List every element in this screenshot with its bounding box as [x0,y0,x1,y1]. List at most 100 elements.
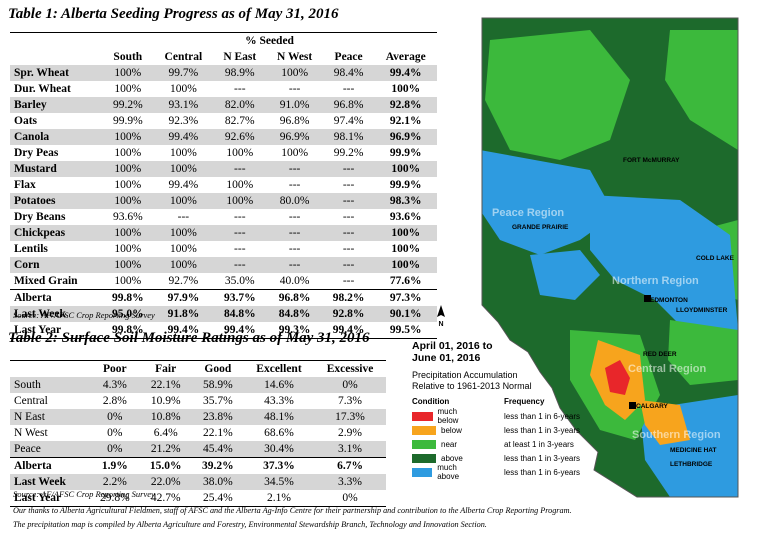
row-label: Chickpeas [10,225,102,241]
table-cell: 92.3% [168,114,199,127]
table-cell: --- [342,274,355,287]
table-row: Alberta 99.8% 97.9% 93.7% 96.8% 98.2% 97.3% [10,289,437,306]
city-grande-prairie: GRANDE PRAIRIE [512,224,569,231]
row-label: Dur. Wheat [14,82,71,95]
table-cell: --- [266,161,323,177]
table-cell: 100% [391,242,421,255]
table-cell: 100% [114,242,142,255]
table-cell: 99.3% [278,323,311,336]
legend-swatch [412,425,436,435]
table-cell: 6.7% [314,457,386,474]
column-header: South [113,50,143,63]
table-cell: 98.1% [322,129,375,145]
table-cell: 99.4% [168,178,199,191]
seeded-group-header: % Seeded [245,34,294,47]
city-calgary: CALGARY [636,403,669,410]
legend-header: Condition Frequency [412,397,617,406]
table-cell: 25.4% [202,491,233,504]
row-label: Last Week [10,474,90,490]
table-cell: 100% [114,274,142,287]
legend-condition: above [441,453,463,463]
row-label: Potatoes [10,193,102,209]
table-cell: 2.8% [102,394,127,407]
legend-subtitle-line2: Relative to 1961-2013 Normal [412,381,532,391]
table-cell: 6.4% [153,426,178,439]
table-cell: --- [288,178,301,191]
table-cell: 100% [226,178,254,191]
table-cell: 37.3% [243,457,315,474]
row-label: Mustard [10,161,102,177]
table-cell: 10.8% [139,409,192,425]
table-row: N East 0% 10.8% 23.8% 48.1% 17.3% [10,409,386,425]
table-cell: 7.3% [338,394,363,407]
table-cell: 99.9% [112,114,143,127]
table-cell: 99.5% [389,323,422,336]
legend-condition: much below [437,407,459,425]
table-cell: 95.0% [102,306,154,322]
table-cell: 100% [102,257,154,273]
table-cell: 15.0% [139,457,192,474]
table-cell: 99.2% [102,97,154,113]
table-cell: 2.9% [338,426,363,439]
table-row: Oats 99.9% 92.3% 82.7% 96.8% 97.4% 92.1% [10,113,437,129]
map-zone-much-above-northern [590,195,738,340]
table1-group-header-row: % Seeded [10,33,437,50]
column-header: Good [204,362,232,375]
table-cell: 98.3% [374,193,437,209]
seeding-progress-table: % Seeded South Central N East N West Peace Ave… [10,32,437,339]
row-label: N East [10,409,90,425]
legend-swatch [412,411,433,421]
map-zone-near-northeast [665,30,738,150]
table1-title: Table 1: Alberta Seeding Progress as of … [8,6,339,22]
legend-row: much above less than 1 in 6-years [412,463,617,481]
table-row: Canola 100% 99.4% 92.6% 96.9% 98.1% 96.9% [10,129,437,145]
table-cell: 77.6% [389,274,422,287]
table-cell: 0% [107,426,123,439]
table-cell: 100% [169,146,197,159]
table-cell: 92.7% [168,274,199,287]
map-legend: April 01, 2016 to June 01, 2016 Precipit… [412,340,617,481]
table-row: Spr. Wheat 100% 99.7% 98.9% 100% 98.4% 99.4% [10,65,437,81]
table-cell: 100% [374,225,437,241]
table-cell: 0% [90,441,140,458]
table-cell: 10.9% [150,394,181,407]
legend-condition: near [441,439,458,449]
table-cell: --- [342,210,355,223]
table-cell: 100% [102,65,154,81]
legend-row: below less than 1 in 3-years [412,423,617,437]
column-header: Average [385,50,426,63]
footnote-map-credit: The precipitation map is compiled by Alb… [13,520,487,529]
row-label: Last Week [10,306,102,322]
table-cell: 91.8% [153,306,214,322]
table-cell: 1.9% [90,457,140,474]
table-cell: 3.1% [314,441,386,458]
table-cell: 100% [213,193,267,209]
table-row: Dry Beans 93.6% --- --- --- --- 93.6% [10,209,437,225]
city-medicine-hat: MEDICINE HAT [670,447,716,454]
table-cell: 30.4% [243,441,315,458]
row-label: Lentils [14,242,48,255]
table2-title: Table 2: Surface Soil Moisture Ratings a… [8,330,370,346]
table-row: Central 2.8% 10.9% 35.7% 43.3% 7.3% [10,393,386,409]
table-cell: 98.9% [213,65,267,81]
column-header: Excessive [326,362,374,375]
table-cell: 3.3% [314,474,386,490]
table-cell: 84.8% [213,306,267,322]
city-edmonton: EDMONTON [650,297,688,304]
table-cell: 96.8% [266,289,323,306]
table-cell: 42.7% [150,491,181,504]
row-label: Flax [14,178,36,191]
table-cell: --- [177,210,190,223]
legend-frequency: less than 1 in 6-years [504,467,581,477]
column-header: N East [223,50,257,63]
table-cell: 98.4% [322,65,375,81]
table-cell: 35.7% [202,394,233,407]
map-zone-much-above-peace [482,150,615,255]
legend-condition-header: Condition [412,397,450,406]
table-cell: --- [266,257,323,273]
north-label: N [438,321,443,327]
table-cell: 99.4% [332,323,365,336]
table-cell: 97.4% [333,114,364,127]
row-label: Dry Peas [14,146,59,159]
table-cell: 22.1% [202,426,233,439]
